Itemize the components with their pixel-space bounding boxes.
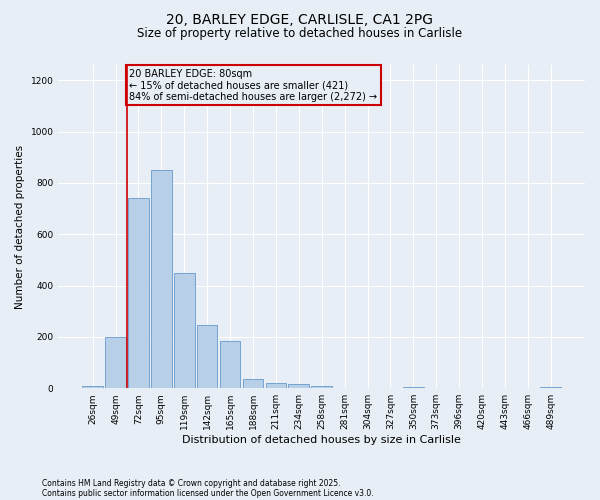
X-axis label: Distribution of detached houses by size in Carlisle: Distribution of detached houses by size … (182, 435, 461, 445)
Text: Size of property relative to detached houses in Carlisle: Size of property relative to detached ho… (137, 28, 463, 40)
Bar (128, 198, 149, 388)
Text: 20 BARLEY EDGE: 80sqm
← 15% of detached houses are smaller (421)
84% of semi-det: 20 BARLEY EDGE: 80sqm ← 15% of detached … (130, 69, 377, 102)
Bar (311, 386, 332, 388)
Text: Contains HM Land Registry data © Crown copyright and database right 2025.: Contains HM Land Registry data © Crown c… (42, 478, 341, 488)
Bar (541, 387, 561, 388)
Bar (82, 386, 103, 388)
Bar (403, 387, 424, 388)
Bar (220, 342, 241, 388)
Text: 20, BARLEY EDGE, CARLISLE, CA1 2PG: 20, BARLEY EDGE, CARLISLE, CA1 2PG (167, 12, 433, 26)
Bar (266, 382, 286, 388)
Bar (242, 379, 263, 388)
Bar (197, 326, 217, 388)
Bar (105, 337, 126, 388)
Bar (174, 273, 194, 388)
Text: Contains public sector information licensed under the Open Government Licence v3: Contains public sector information licen… (42, 488, 374, 498)
Bar (151, 170, 172, 388)
Bar (289, 384, 309, 388)
Y-axis label: Number of detached properties: Number of detached properties (15, 144, 25, 308)
